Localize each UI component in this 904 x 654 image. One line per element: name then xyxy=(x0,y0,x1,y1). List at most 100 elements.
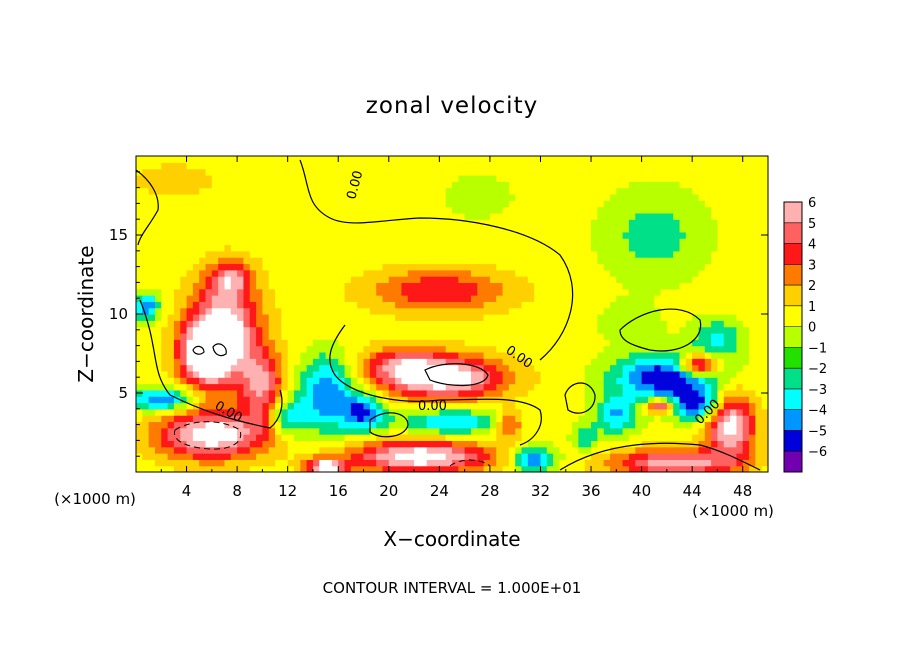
field-cell xyxy=(508,421,516,429)
field-cell xyxy=(622,326,630,334)
field-cell xyxy=(527,288,535,296)
field-cell xyxy=(761,377,768,385)
field-cell xyxy=(641,193,649,201)
field-cell xyxy=(243,326,251,334)
field-cell xyxy=(401,453,409,460)
field-cell xyxy=(559,250,567,258)
field-cell xyxy=(666,168,674,176)
field-cell xyxy=(610,206,617,214)
field-cell xyxy=(439,231,447,239)
field-cell xyxy=(319,440,327,448)
field-cell xyxy=(572,219,579,227)
field-cell xyxy=(458,326,466,334)
field-cell xyxy=(344,206,352,214)
field-cell xyxy=(711,320,719,328)
field-cell xyxy=(496,276,504,283)
field-cell xyxy=(666,339,674,347)
field-cell xyxy=(622,231,630,239)
field-cell xyxy=(357,351,365,359)
field-cell xyxy=(433,282,440,290)
field-cell xyxy=(458,440,466,448)
field-cell xyxy=(477,307,485,315)
field-cell xyxy=(294,212,301,220)
field-cell xyxy=(489,459,497,467)
field-cell xyxy=(218,332,226,340)
field-cell xyxy=(559,187,567,195)
field-cell xyxy=(439,276,447,283)
field-cell xyxy=(666,156,674,163)
field-cell xyxy=(736,332,744,340)
field-cell xyxy=(603,389,611,397)
field-cell xyxy=(180,295,188,302)
field-cell xyxy=(591,244,598,252)
field-cell xyxy=(749,269,756,277)
field-cell xyxy=(591,288,598,296)
field-cell xyxy=(230,156,238,163)
field-cell xyxy=(154,396,162,404)
field-cell xyxy=(452,276,459,283)
field-cell xyxy=(281,434,289,441)
field-cell xyxy=(319,276,327,283)
field-cell xyxy=(698,168,706,176)
field-cell xyxy=(679,339,687,347)
field-cell xyxy=(388,307,396,315)
field-cell xyxy=(243,156,251,163)
field-cell xyxy=(439,295,447,302)
field-cell xyxy=(464,295,472,302)
field-cell xyxy=(616,465,624,472)
field-cell xyxy=(527,351,535,359)
field-cell xyxy=(205,174,213,182)
field-cell xyxy=(521,219,529,227)
field-cell xyxy=(287,358,295,366)
field-cell xyxy=(540,193,548,201)
field-cell xyxy=(205,332,213,340)
field-cell xyxy=(616,212,624,220)
field-cell xyxy=(610,187,617,195)
field-cell xyxy=(243,301,251,309)
field-cell xyxy=(622,345,630,353)
field-cell xyxy=(628,459,636,467)
field-cell xyxy=(679,402,687,410)
field-cell xyxy=(363,225,371,233)
field-cell xyxy=(603,301,611,309)
field-cell xyxy=(249,396,257,404)
field-cell xyxy=(515,162,523,170)
field-cell xyxy=(464,415,472,423)
field-cell xyxy=(161,434,169,441)
field-cell xyxy=(218,370,226,378)
field-cell xyxy=(527,269,535,277)
field-cell xyxy=(540,250,548,258)
field-cell xyxy=(376,427,384,435)
field-cell xyxy=(173,307,181,315)
field-cell xyxy=(723,200,731,208)
field-cell xyxy=(243,358,251,366)
field-cell xyxy=(704,396,712,404)
field-cell xyxy=(224,459,232,467)
field-cell xyxy=(401,459,409,467)
field-cell xyxy=(338,269,346,277)
field-cell xyxy=(186,181,194,189)
field-cell xyxy=(534,276,542,283)
field-cell xyxy=(173,225,181,233)
field-cell xyxy=(464,219,472,227)
field-cell xyxy=(622,263,630,271)
field-cell xyxy=(281,156,289,163)
field-cell xyxy=(426,396,434,404)
field-cell xyxy=(496,351,504,359)
field-cell xyxy=(496,206,504,214)
field-cell xyxy=(180,301,188,309)
field-cell xyxy=(704,301,712,309)
field-cell xyxy=(445,174,453,182)
field-cell xyxy=(723,364,731,372)
field-cell xyxy=(610,364,617,372)
field-cell xyxy=(628,219,636,227)
field-cell xyxy=(635,421,643,429)
field-cell xyxy=(344,421,352,429)
field-cell xyxy=(540,288,548,296)
field-cell xyxy=(388,288,396,296)
field-cell xyxy=(635,200,643,208)
field-cell xyxy=(477,446,485,454)
field-cell xyxy=(211,263,219,271)
field-cell xyxy=(407,282,415,290)
field-cell xyxy=(319,295,327,302)
